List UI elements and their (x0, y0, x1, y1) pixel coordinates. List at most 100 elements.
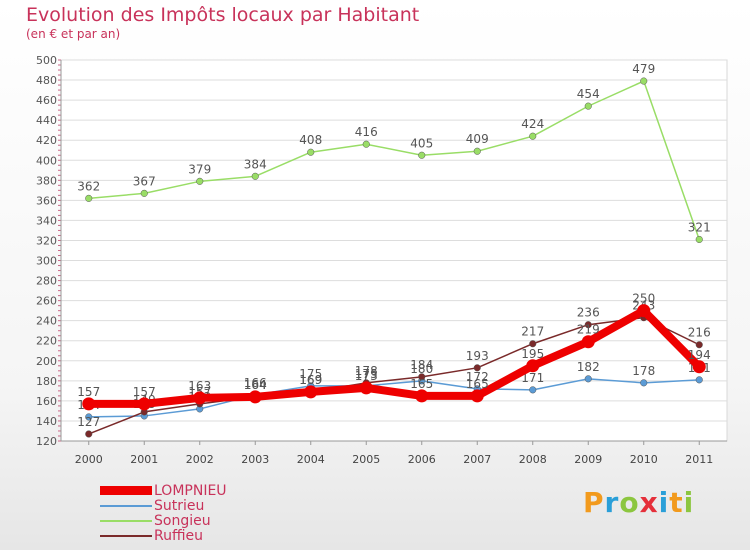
data-label: 165 (466, 377, 489, 391)
data-label: 171 (521, 371, 544, 385)
data-label: 219 (577, 323, 600, 337)
x-tick-label: 2009 (574, 453, 602, 466)
x-tick-label: 2010 (630, 453, 658, 466)
y-tick-label: 280 (36, 275, 57, 288)
data-point (415, 389, 429, 403)
x-tick-label: 2008 (519, 453, 547, 466)
data-label: 367 (133, 174, 156, 188)
data-point (640, 379, 648, 387)
y-tick-label: 460 (36, 94, 57, 107)
data-label: 193 (466, 349, 489, 363)
brand-logo: Proxiti (583, 486, 695, 519)
x-tick-label: 2001 (130, 453, 158, 466)
data-point (85, 413, 93, 421)
data-label: 454 (577, 87, 600, 101)
y-tick-label: 140 (36, 415, 57, 428)
data-point (526, 359, 540, 373)
legend-label: LOMPNIEU (154, 482, 227, 499)
y-tick-label: 360 (36, 194, 57, 207)
data-label: 184 (410, 358, 433, 372)
data-label: 178 (632, 364, 655, 378)
series-line-songieu (88, 80, 700, 241)
y-tick-label: 200 (36, 355, 57, 368)
data-point (307, 148, 315, 156)
legend-label: Songieu (154, 512, 211, 529)
y-tick-label: 180 (36, 375, 57, 388)
data-label: 424 (521, 117, 544, 131)
data-label: 408 (299, 133, 322, 147)
data-point (85, 194, 93, 202)
legend-item: Ruffieu (100, 527, 227, 544)
data-point (695, 376, 703, 384)
y-tick-label: 480 (36, 74, 57, 87)
data-point (140, 189, 148, 197)
data-point (695, 235, 703, 244)
data-point (359, 381, 373, 395)
data-point (529, 386, 537, 394)
series-line-lompnieu (84, 306, 704, 408)
data-label: 178 (355, 364, 378, 378)
data-point (529, 132, 537, 140)
data-point (584, 321, 592, 329)
data-label: 250 (632, 292, 655, 306)
chart-title: Evolution des Impôts locaux par Habitant (26, 4, 420, 26)
data-label: 217 (521, 325, 544, 339)
data-point (584, 375, 592, 383)
legend-label: Sutrieu (154, 497, 205, 514)
legend-item: LOMPNIEU (100, 482, 227, 499)
x-tick-label: 2005 (352, 453, 380, 466)
legend-swatch-ruffieu (100, 534, 152, 537)
data-point (304, 385, 318, 399)
data-label: 195 (521, 347, 544, 361)
chart-subtitle: (en € et par an) (26, 27, 121, 41)
y-tick-label: 220 (36, 335, 57, 348)
y-tick-label: 260 (36, 295, 57, 308)
y-tick-label: 400 (36, 154, 57, 167)
data-label: 169 (299, 373, 322, 387)
data-label: 127 (77, 415, 100, 429)
data-point (640, 77, 648, 85)
x-tick-label: 2000 (75, 453, 103, 466)
y-tick-label: 440 (36, 114, 57, 127)
data-label: 479 (632, 62, 655, 76)
x-tick-label: 2003 (241, 453, 269, 466)
data-label: 166 (244, 376, 267, 390)
data-label: 172 (466, 370, 489, 384)
data-point (529, 340, 537, 348)
y-tick-label: 240 (36, 315, 57, 328)
legend-item: Songieu (100, 512, 227, 529)
data-point (692, 360, 706, 374)
x-tick-label: 2004 (297, 453, 325, 466)
series-line-sutrieu (88, 378, 700, 418)
data-point (362, 140, 370, 148)
x-tick-label: 2002 (186, 453, 214, 466)
y-tick-label: 320 (36, 234, 57, 247)
data-label: 157 (77, 385, 100, 399)
data-label: 416 (355, 125, 378, 139)
data-label: 194 (688, 348, 711, 362)
y-tick-label: 160 (36, 395, 57, 408)
data-label: 175 (299, 367, 322, 381)
data-point (85, 430, 93, 438)
data-point (695, 341, 703, 349)
data-label: 409 (466, 132, 489, 146)
legend: LOMPNIEU Sutrieu Songieu Ruffieu (100, 482, 227, 544)
data-label: 164 (244, 378, 267, 392)
data-point (473, 364, 481, 372)
legend-label: Ruffieu (154, 527, 203, 544)
plot-area (60, 59, 728, 442)
data-label: 379 (188, 162, 211, 176)
data-point (581, 335, 595, 349)
data-label: 169 (299, 373, 322, 387)
legend-swatch-sutrieu (100, 504, 152, 507)
data-label: 321 (688, 220, 711, 234)
y-tick-label: 380 (36, 174, 57, 187)
data-label: 384 (244, 157, 267, 171)
x-tick-label: 2011 (685, 453, 713, 466)
data-label: 164 (244, 378, 267, 392)
series-line-ruffieu (88, 316, 700, 435)
data-point (418, 373, 426, 381)
data-point (137, 397, 151, 411)
